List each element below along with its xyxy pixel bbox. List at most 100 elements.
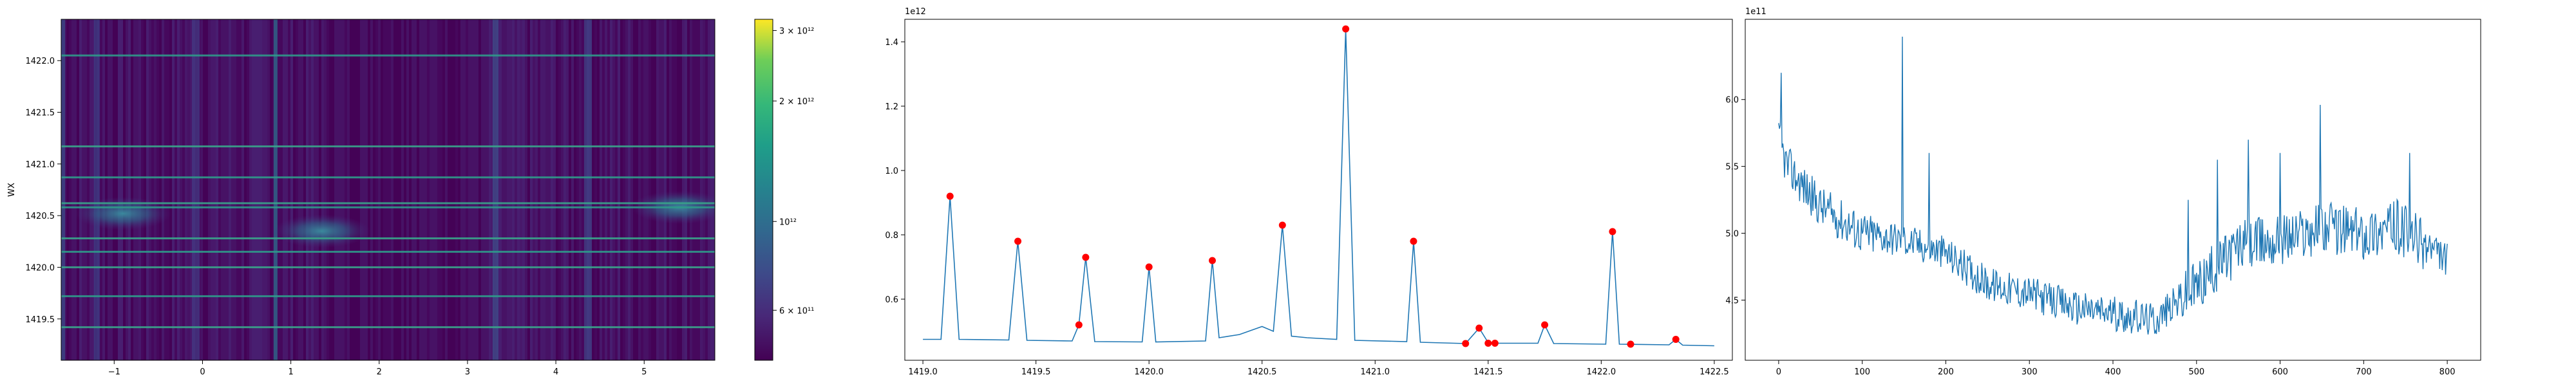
heatmap-stripe <box>430 19 432 360</box>
heatmap-stripe <box>203 19 205 360</box>
heatmap-stripe <box>370 19 373 360</box>
heatmap-hline <box>61 202 715 205</box>
heatmap-stripe <box>473 19 476 360</box>
heatmap-stripe <box>697 19 700 360</box>
heatmap-stripe <box>252 19 254 360</box>
heatmap-stripe <box>708 19 710 360</box>
heatmap-stripe <box>432 19 435 360</box>
heatmap-stripe <box>159 19 162 360</box>
heatmap-stripe <box>651 19 654 360</box>
heatmap-stripe <box>144 19 146 360</box>
heatmap-stripe <box>332 19 334 360</box>
timeseries-x-tick-label: 300 <box>2022 367 2038 377</box>
heatmap-hline <box>61 326 715 329</box>
heatmap-stripe <box>182 19 185 360</box>
heatmap-stripe <box>149 19 151 360</box>
heatmap-stripe <box>190 19 193 360</box>
heatmap-stripe <box>223 19 226 360</box>
heatmap-stripe <box>270 19 272 360</box>
heatmap-stripe <box>136 19 138 360</box>
heatmap-stripe <box>520 19 522 360</box>
heatmap-stripe <box>288 19 290 360</box>
heatmap-stripe <box>705 19 708 360</box>
timeseries-x-tick-label: 700 <box>2356 367 2372 377</box>
peak-marker <box>1082 253 1090 261</box>
colorbar-tick-label: 6 × 10¹¹ <box>779 306 814 316</box>
heatmap-stripe <box>352 19 355 360</box>
heatmap-stripe <box>504 19 507 360</box>
heatmap-stripe <box>381 19 383 360</box>
heatmap-stripe <box>417 19 419 360</box>
peak-markers <box>946 25 1680 348</box>
heatmap-stripe <box>576 19 579 360</box>
heatmap-stripe <box>406 19 409 360</box>
heatmap-stripe <box>597 19 600 360</box>
heatmap-stripe <box>556 19 558 360</box>
colorbar-tick-label: 2 × 10¹² <box>779 97 814 107</box>
heatmap-stripe <box>257 19 260 360</box>
heatmap-stripe <box>664 19 667 360</box>
heatmap-stripe <box>311 19 314 360</box>
heatmap-stripe <box>659 19 661 360</box>
peaks-y-axis: 0.6 0.8 1.0 1.2 1.4 <box>885 38 905 305</box>
heatmap-stripe <box>79 19 82 360</box>
heatmap-stripe <box>254 19 257 360</box>
heatmap-stripe <box>205 19 208 360</box>
peaks-y-tick-label: 1.4 <box>885 38 898 48</box>
heatmap-stripe <box>553 19 556 360</box>
heatmap-stripe <box>239 19 242 360</box>
heatmap-stripe <box>133 19 136 360</box>
heatmap-stripe <box>533 19 535 360</box>
heatmap-stripe <box>213 19 216 360</box>
peak-marker <box>1609 228 1616 235</box>
heatmap-stripe <box>574 19 576 360</box>
heatmap-stripe <box>66 19 69 360</box>
heatmap-stripe <box>463 19 466 360</box>
peaks-x-tick-label: 1419.5 <box>1021 367 1051 377</box>
heatmap-stripe <box>484 19 486 360</box>
heatmap-stripe <box>131 19 133 360</box>
heatmap-stripe <box>123 19 126 360</box>
heatmap-stripe <box>247 19 249 360</box>
heatmap-x-tick-label: 1 <box>288 367 293 377</box>
heatmap-stripe <box>566 19 569 360</box>
heatmap-stripe <box>164 19 167 360</box>
heatmap-stripe <box>216 19 218 360</box>
peaks-x-tick-label: 1422.0 <box>1587 367 1616 377</box>
heatmap-stripe <box>373 19 375 360</box>
peak-marker <box>1484 340 1492 347</box>
heatmap-stripe <box>388 19 391 360</box>
heatmap-stripe <box>450 19 453 360</box>
heatmap-stripe <box>551 19 553 360</box>
heatmap-stripe <box>628 19 630 360</box>
heatmap-stripe <box>211 19 213 360</box>
heatmap-stripe <box>605 19 607 360</box>
heatmap-stripe <box>661 19 664 360</box>
heatmap-stripe <box>422 19 424 360</box>
heatmap-stripe <box>713 19 715 360</box>
heatmap-stripe <box>517 19 520 360</box>
heatmap-stripe <box>87 19 90 360</box>
heatmap-stripe <box>620 19 623 360</box>
heatmap-stripe <box>607 19 610 360</box>
heatmap-stripe <box>262 19 265 360</box>
heatmap-stripe <box>558 19 561 360</box>
heatmap-stripe <box>355 19 357 360</box>
heatmap-stripe <box>525 19 527 360</box>
heatmap-stripe <box>306 19 308 360</box>
heatmap-stripe <box>84 19 87 360</box>
heatmap-stripe <box>265 19 267 360</box>
heatmap-stripe <box>283 19 285 360</box>
heatmap-stripe <box>69 19 71 360</box>
heatmap-stripe <box>324 19 327 360</box>
heatmap-stripe <box>169 19 172 360</box>
heatmap-stripe <box>151 19 154 360</box>
peak-marker <box>946 192 954 200</box>
peak-marker <box>1410 237 1417 245</box>
peaks-x-tick-label: 1420.0 <box>1134 367 1164 377</box>
heatmap-stripe <box>92 19 95 360</box>
heatmap-stripe <box>391 19 393 360</box>
heatmap-stripe <box>682 19 685 360</box>
heatmap-x-tick-label: 3 <box>465 367 470 377</box>
peaks-y-tick-label: 0.8 <box>885 231 898 241</box>
